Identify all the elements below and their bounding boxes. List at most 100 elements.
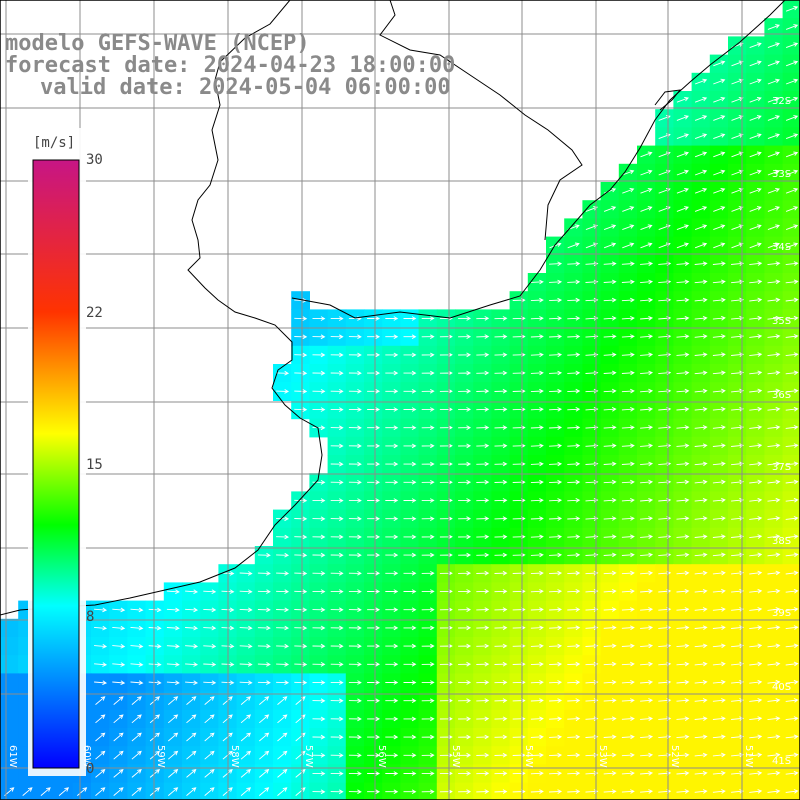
wind-arrow: [458, 461, 472, 467]
wind-arrow: [186, 696, 197, 705]
wind-arrow: [767, 770, 781, 776]
wind-arrow: [458, 443, 472, 449]
wind-arrow: [676, 734, 690, 740]
wind-arrow: [785, 42, 799, 49]
wind-arrow: [113, 787, 124, 796]
wind-arrow: [767, 151, 780, 158]
wind-arrow: [731, 187, 744, 194]
wind-arrow: [785, 315, 799, 321]
wind-arrow: [549, 607, 563, 612]
wind-arrow: [330, 625, 344, 631]
wind-arrow: [348, 352, 362, 358]
wind-arrow: [603, 479, 617, 485]
wind-arrow: [621, 752, 635, 758]
wind-arrow: [148, 625, 162, 631]
wind-arrow: [530, 625, 544, 631]
wind-arrow: [694, 734, 708, 740]
wind-arrow: [476, 534, 490, 540]
wind-arrow: [277, 787, 288, 796]
wind-arrow: [621, 443, 635, 448]
wind-arrow: [749, 679, 763, 685]
wind-arrow: [749, 297, 763, 303]
wind-arrow: [567, 261, 581, 267]
wind-arrow: [276, 625, 290, 631]
wind-arrow: [367, 534, 381, 540]
rio-de-la-plata-north-coast: [291, 0, 786, 319]
wind-arrow: [476, 388, 490, 394]
wind-arrow: [676, 698, 690, 703]
wind-arrow: [640, 315, 654, 321]
wind-arrow: [731, 679, 745, 685]
wind-arrow: [767, 443, 781, 448]
wind-arrow: [640, 334, 654, 339]
wind-arrow: [785, 370, 799, 376]
wind-arrow: [621, 261, 635, 266]
wind-arrow: [785, 60, 799, 67]
wind-arrow: [749, 461, 763, 467]
wind-arrow: [421, 443, 435, 449]
wind-arrow: [567, 516, 581, 521]
lon-label: 59W: [155, 745, 166, 768]
wind-arrow: [767, 261, 781, 266]
wind-arrow: [166, 589, 180, 595]
wind-arrow: [385, 716, 399, 722]
wind-arrow: [240, 750, 252, 760]
wind-arrow: [94, 644, 108, 649]
wind-arrow: [348, 443, 362, 449]
wind-arrow: [767, 552, 781, 558]
wind-arrow: [439, 716, 453, 722]
wind-arrow: [731, 497, 745, 503]
wind-arrow: [403, 316, 417, 321]
wind-arrow: [276, 680, 290, 685]
wind-arrow: [277, 714, 288, 724]
wind-arrow: [131, 787, 142, 796]
wind-arrow: [149, 732, 161, 742]
wind-arrow: [694, 516, 708, 521]
wind-arrow: [767, 279, 781, 285]
wind-arrow: [458, 516, 472, 521]
wind-arrow: [439, 661, 453, 667]
wind-arrow: [694, 607, 708, 612]
wind-arrow: [385, 662, 399, 667]
wind-arrow: [276, 389, 290, 394]
wind-arrow: [330, 516, 344, 522]
wind-arrow: [567, 625, 581, 631]
wind-arrow: [458, 407, 472, 412]
speed-cell: [0, 709, 19, 729]
wind-arrow: [94, 680, 108, 686]
wind-arrow: [785, 425, 799, 430]
wind-arrow: [731, 406, 745, 412]
wind-arrow: [712, 425, 726, 430]
wind-arrow: [785, 607, 799, 612]
wind-arrow: [476, 680, 490, 685]
wind-arrow: [348, 461, 362, 467]
wind-arrow: [458, 698, 472, 703]
wind-arrow: [385, 625, 399, 631]
wind-arrow: [312, 552, 326, 558]
wind-arrow: [640, 679, 654, 685]
wind-arrow: [40, 787, 51, 796]
wind-arrow: [385, 680, 399, 685]
wind-arrow: [403, 625, 417, 631]
lat-label: 38S: [772, 536, 791, 547]
wind-arrow: [713, 151, 726, 158]
wind-arrow: [676, 224, 689, 231]
wind-arrow: [276, 516, 290, 522]
wind-arrow: [367, 425, 381, 430]
wind-arrow: [749, 133, 762, 140]
wind-arrow: [168, 768, 179, 778]
wind-arrow: [640, 261, 654, 266]
wind-arrow: [458, 498, 472, 503]
wind-arrow: [257, 643, 271, 649]
speed-cell: [0, 673, 19, 693]
wind-arrow: [494, 698, 508, 703]
wind-arrow: [530, 388, 544, 394]
wind-arrow: [330, 607, 344, 613]
wind-arrow: [549, 370, 563, 376]
wind-arrow: [421, 643, 435, 649]
wind-arrow: [458, 425, 472, 430]
wind-arrow: [621, 770, 635, 776]
wind-arrow: [640, 588, 654, 594]
wind-arrow: [676, 169, 689, 176]
wind-arrow: [403, 753, 417, 758]
